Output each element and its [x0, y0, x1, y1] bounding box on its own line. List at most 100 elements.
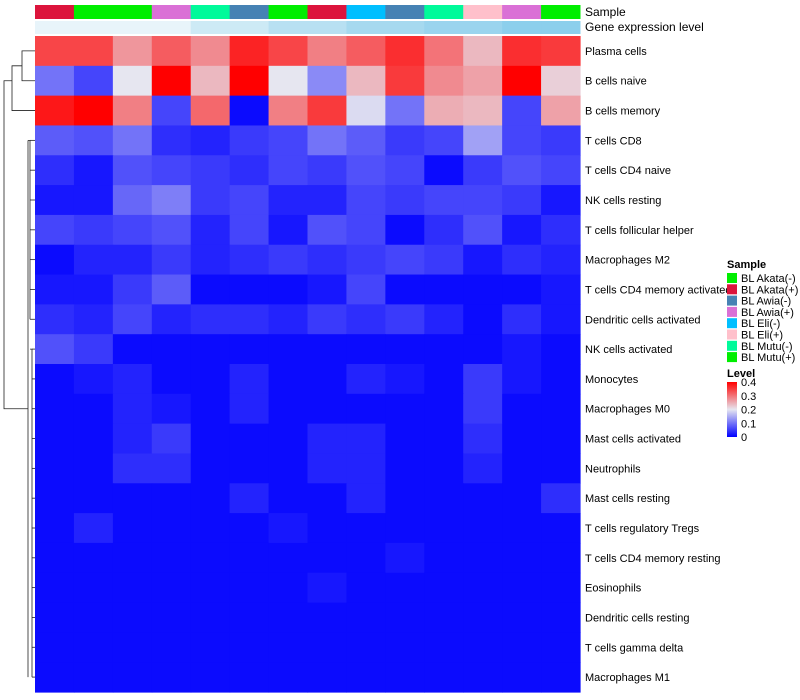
expression-annotation-cell — [268, 21, 308, 34]
heatmap-cell — [229, 364, 270, 395]
heatmap-cell — [112, 542, 153, 574]
heatmap-cell — [307, 214, 348, 246]
heatmap-cell — [73, 513, 114, 544]
legend-entry: BL Eli(-) — [741, 318, 780, 330]
expression-annotation-cell — [424, 21, 464, 34]
heatmap-cell — [463, 423, 503, 455]
heatmap-cell — [73, 185, 114, 216]
heatmap-cell — [229, 274, 270, 305]
heatmap-cell — [35, 244, 75, 276]
heatmap-cell — [424, 125, 464, 156]
heatmap-cell — [463, 185, 503, 216]
heatmap-cell — [463, 214, 503, 246]
heatmap-cell — [541, 483, 581, 514]
expression-annotation-cell — [385, 21, 425, 34]
heatmap-cell — [424, 423, 464, 455]
heatmap-cell — [541, 244, 581, 276]
legend-swatch — [727, 329, 737, 340]
heatmap-cell — [268, 214, 309, 246]
heatmap-cell — [307, 36, 348, 67]
heatmap-cell — [112, 423, 153, 455]
heatmap-cell — [541, 304, 581, 335]
heatmap-cell — [268, 453, 309, 484]
heatmap-cell — [463, 513, 503, 544]
expression-annotation-cell — [190, 21, 231, 34]
heatmap-cell — [463, 244, 503, 276]
legend-swatch — [727, 340, 737, 351]
heatmap-cell — [385, 185, 425, 216]
heatmap-cell — [268, 632, 309, 663]
heatmap-cell — [385, 244, 425, 276]
heatmap-cell — [463, 453, 503, 484]
heatmap-cell — [424, 65, 464, 97]
heatmap-cell — [112, 662, 153, 693]
heatmap-cell — [541, 513, 581, 544]
heatmap-cell — [307, 662, 348, 693]
legend-entry: BL Akata(+) — [741, 284, 798, 296]
heatmap-cell — [463, 274, 503, 305]
heatmap-cell — [35, 95, 75, 127]
heatmap-cell — [463, 483, 503, 514]
heatmap-cell — [190, 185, 231, 216]
heatmap-cell — [346, 185, 386, 216]
heatmap-cell — [385, 95, 425, 127]
legend-swatch — [727, 306, 737, 317]
heatmap-cell — [424, 36, 464, 67]
heatmap-cell — [346, 513, 386, 544]
heatmap-cell — [502, 155, 542, 186]
heatmap-cell — [112, 155, 153, 186]
row-label: Macrophages M0 — [585, 404, 670, 416]
heatmap-cell — [268, 125, 309, 156]
heatmap-cell — [424, 364, 464, 395]
heatmap-cell — [541, 364, 581, 395]
heatmap-cell — [151, 36, 192, 67]
heatmap-cell — [73, 542, 114, 574]
heatmap-cell — [112, 483, 153, 514]
heatmap-cell — [268, 423, 309, 455]
row-label: Macrophages M1 — [585, 672, 670, 684]
heatmap-cell — [229, 185, 270, 216]
row-label: B cells naive — [585, 76, 647, 88]
heatmap-cell — [229, 65, 270, 97]
heatmap-cell — [112, 304, 153, 335]
heatmap-cell — [385, 304, 425, 335]
heatmap-cell — [346, 95, 386, 127]
heatmap-cell — [73, 244, 114, 276]
sample-legend-title: Sample — [727, 259, 766, 271]
heatmap-cell — [73, 155, 114, 186]
heatmap-cell — [35, 602, 75, 633]
heatmap-cell — [73, 364, 114, 395]
heatmap-cell — [112, 185, 153, 216]
heatmap-cell — [307, 304, 348, 335]
heatmap-cell — [151, 423, 192, 455]
heatmap-cell — [424, 453, 464, 484]
heatmap-cell — [502, 483, 542, 514]
heatmap-cell — [502, 244, 542, 276]
row-label: Plasma cells — [585, 46, 647, 58]
heatmap-cell — [424, 214, 464, 246]
heatmap-cell — [424, 393, 464, 425]
level-tick-label: 0 — [741, 432, 747, 444]
heatmap-cell — [112, 632, 153, 663]
heatmap-cell — [541, 65, 581, 97]
heatmap-cell — [151, 185, 192, 216]
heatmap-cell — [112, 453, 153, 484]
heatmap-cell — [463, 155, 503, 186]
heatmap-cell — [151, 393, 192, 425]
level-legend-title: Level — [727, 368, 755, 380]
expression-annotation-cell — [151, 21, 192, 34]
heatmap-cell — [346, 36, 386, 67]
dendrogram-branch — [11, 65, 35, 111]
row-label: B cells memory — [585, 106, 661, 118]
heatmap-cell — [307, 334, 348, 365]
heatmap-cell — [385, 214, 425, 246]
heatmap-cell — [229, 125, 270, 156]
heatmap-cell — [346, 274, 386, 305]
row-label: Monocytes — [585, 374, 639, 386]
heatmap-cell — [229, 244, 270, 276]
heatmap-cell — [229, 393, 270, 425]
heatmap-cell — [307, 572, 348, 604]
row-label: T cells CD4 memory resting — [585, 553, 721, 565]
heatmap-cell — [35, 214, 75, 246]
